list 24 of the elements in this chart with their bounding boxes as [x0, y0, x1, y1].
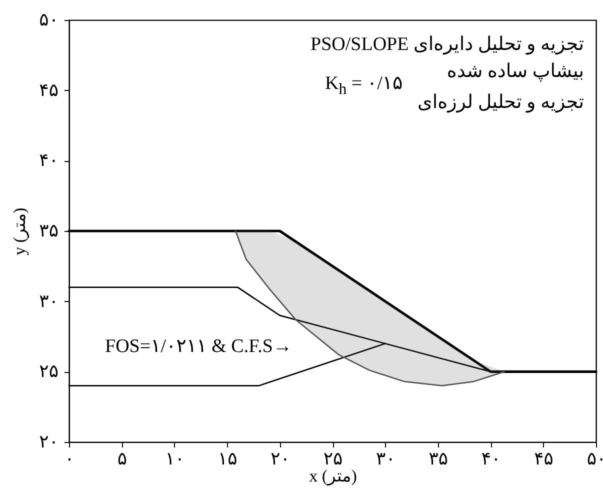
annotation: تجزیه و تحلیل لرزه‌ای — [418, 92, 584, 113]
x-tick-label: ۰ — [64, 448, 74, 468]
y-tick-label: ۴۰ — [39, 150, 58, 170]
x-tick-label: ۵۰ — [586, 448, 603, 468]
x-tick-label: ۴۰ — [481, 448, 501, 468]
annotation: FOS=۱/۰۲۱۱ & C.F.S→ — [105, 336, 292, 357]
x-tick-label: ۱۵ — [218, 448, 238, 468]
y-tick-label: ۲۰ — [39, 432, 58, 452]
annotation: تجزیه و تحلیل دایره‌ای PSO/SLOPE — [310, 34, 584, 55]
x-tick-label: ۲۰ — [270, 448, 290, 468]
x-tick-label: ۴۵ — [534, 448, 554, 468]
y-tick-label: ۲۵ — [39, 361, 58, 382]
annotation: بیشاپ ساده شده — [446, 61, 584, 82]
y-tick-label: ۳۰ — [39, 290, 58, 311]
y-axis-title: y (متر) — [10, 208, 30, 256]
y-tick-label: ۴۵ — [39, 80, 58, 100]
y-tick-label: ۵۰ — [39, 10, 58, 30]
x-tick-label: ۵ — [117, 448, 128, 468]
y-tick-label: ۳۵ — [39, 220, 58, 240]
x-axis-title: x (متر) — [309, 466, 357, 486]
x-tick-label: ۳۵ — [428, 448, 448, 468]
x-tick-label: ۲۵ — [323, 448, 343, 468]
x-tick-label: ۳۰ — [376, 448, 396, 468]
x-tick-label: ۱۰ — [165, 448, 185, 468]
